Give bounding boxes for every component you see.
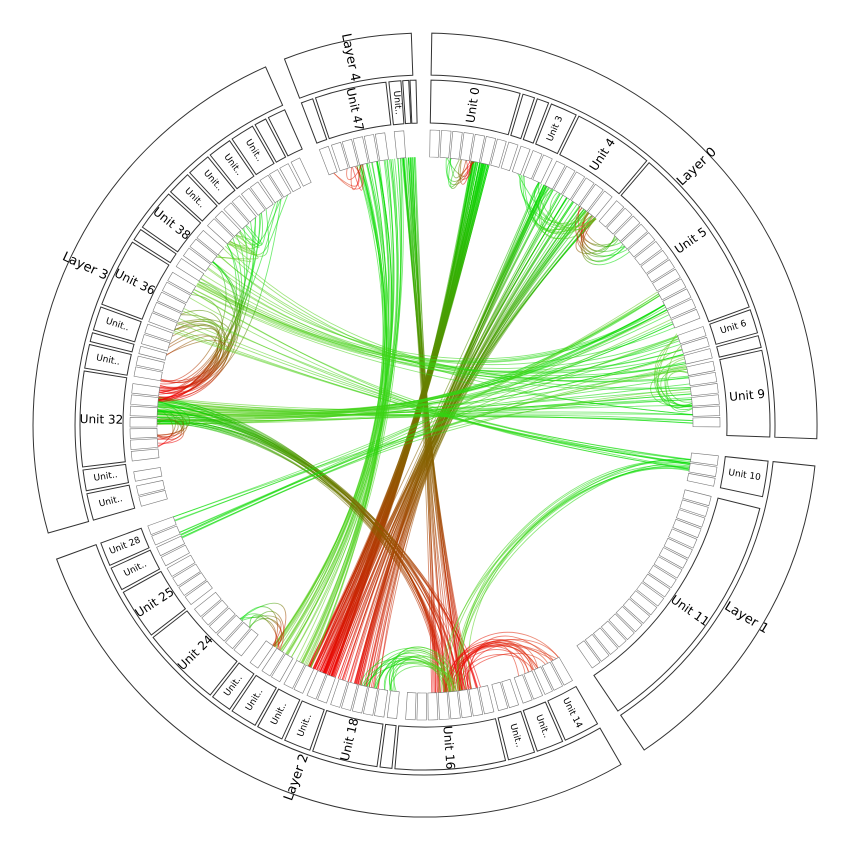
node-cell	[450, 131, 462, 159]
node-cell	[449, 691, 461, 719]
node-cell	[693, 417, 720, 427]
unit-unit-16: Unit 16	[395, 719, 506, 770]
unit-unit-0: Unit 0	[430, 80, 520, 135]
unit-unit-10: Unit 10	[720, 457, 768, 497]
unit-label: Unit 32	[80, 412, 124, 427]
unit-unit-9: Unit 9	[720, 350, 770, 437]
node-cell	[130, 428, 157, 438]
node-cell	[406, 692, 417, 719]
node-cell	[130, 417, 157, 427]
node-cell	[438, 692, 449, 720]
unit-unit-32: Unit 32	[80, 371, 127, 467]
edge	[158, 295, 660, 412]
unit-unit: Unit..	[87, 485, 135, 520]
node-cell	[132, 384, 160, 397]
node-cell	[131, 395, 159, 407]
unit-unit: Unit..	[389, 81, 404, 125]
edge	[378, 218, 594, 689]
node-cell	[428, 693, 438, 720]
unit-segment	[410, 80, 417, 123]
node-cell	[417, 693, 427, 720]
unit-arc	[410, 80, 417, 123]
node-cell	[440, 131, 451, 159]
unit-unit-18: Unit 18	[313, 711, 383, 767]
node-cell	[394, 131, 406, 159]
node-cell	[130, 439, 158, 450]
node-cell	[692, 395, 720, 407]
edge-bundles	[157, 157, 693, 693]
node-cell	[131, 449, 159, 461]
unit-unit-47: Unit 47	[316, 82, 391, 138]
node-cell	[387, 691, 399, 719]
node-cell	[130, 406, 157, 417]
node-cell	[134, 468, 162, 482]
node-cell	[430, 130, 440, 157]
node-cell	[692, 406, 719, 416]
unit-label: Unit..	[391, 90, 403, 115]
